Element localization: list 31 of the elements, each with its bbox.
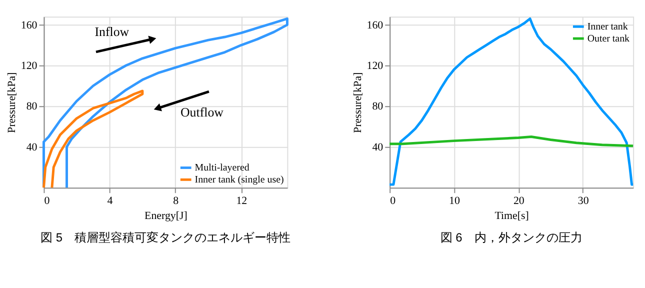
x-tick-label: 4 [107, 195, 114, 208]
legend-label: Inner tank (single use) [194, 174, 284, 186]
line-series [388, 17, 634, 186]
y-tick-label: 120 [20, 60, 38, 72]
annotation: Inflow [94, 24, 130, 40]
line-series [388, 135, 634, 148]
y-tick-label: 80 [372, 100, 384, 113]
y-tick-label: 40 [26, 141, 38, 154]
y-axis-title: Pressure[kPa] [6, 72, 18, 133]
x-tick-label: 10 [449, 195, 460, 208]
y-tick-label: 80 [26, 100, 38, 113]
y-axis-title: Pressure[kPa] [352, 72, 364, 133]
legend-label: Inner tank [587, 22, 628, 33]
x-axis-title: Time[s] [494, 210, 529, 222]
x-tick-label: 0 [44, 195, 50, 208]
x-tick-label: 12 [236, 195, 248, 208]
y-tick-label: 40 [372, 141, 384, 154]
y-tick-label: 160 [366, 19, 384, 32]
x-tick-label: 8 [173, 195, 180, 208]
text: 図 5 積層型容積可変タンクのエネルギー特性 [40, 230, 290, 244]
x-tick-label: 20 [513, 195, 525, 208]
annotation: Outflow [180, 104, 224, 120]
legend-label: Multi-layered [194, 162, 250, 174]
x-tick-label: 0 [390, 195, 396, 208]
y-tick-label: 160 [20, 19, 38, 32]
x-tick-label: 30 [578, 195, 590, 208]
x-axis-title: Energy[J] [144, 210, 188, 222]
text: 図 6 内，外タンクの圧力 [440, 230, 582, 244]
y-tick-label: 120 [366, 60, 384, 72]
line-series [42, 90, 144, 189]
legend-label: Outer tank [587, 34, 630, 45]
